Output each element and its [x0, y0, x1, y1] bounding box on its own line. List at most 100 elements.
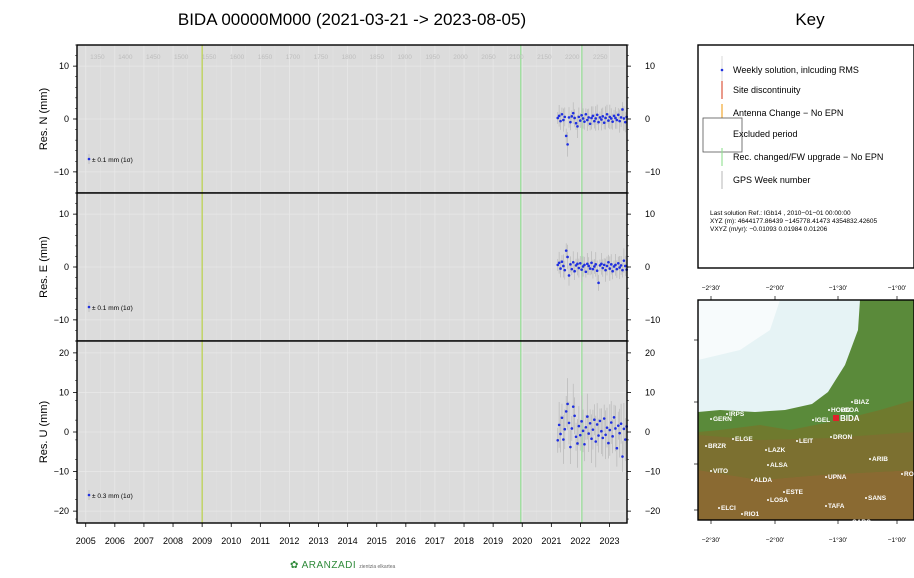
- data-point: [566, 402, 569, 406]
- y-tick-label-right: 10: [645, 209, 655, 219]
- x-tick-label: 2021: [541, 536, 561, 546]
- map-station-label: GOA: [844, 407, 859, 414]
- map-station-marker: [851, 401, 853, 403]
- map-lon-label-top: −2°30': [702, 284, 720, 292]
- data-point: [578, 262, 582, 265]
- y-tick-label: 0: [64, 262, 69, 272]
- data-point: [609, 421, 613, 424]
- data-point: [562, 264, 565, 268]
- data-point: [563, 268, 567, 272]
- data-point: [597, 281, 600, 285]
- data-point: [560, 416, 564, 420]
- data-point: [557, 423, 561, 427]
- map-station-marker: [751, 479, 753, 481]
- x-tick-label: 2015: [367, 536, 387, 546]
- data-point: [621, 268, 624, 272]
- scale-point: [87, 493, 91, 497]
- scale-note: ± 0.1 mm (1σ): [92, 157, 133, 164]
- data-point: [566, 143, 569, 146]
- data-point: [584, 270, 588, 274]
- y-tick-label-right: 10: [645, 387, 655, 397]
- data-point: [602, 417, 606, 420]
- data-point: [563, 427, 567, 431]
- map-station-label: SANS: [868, 495, 887, 502]
- data-point: [559, 119, 562, 123]
- data-point: [604, 268, 607, 272]
- map-station-marker: [726, 413, 728, 415]
- x-tick-label: 2008: [163, 536, 183, 546]
- data-point: [609, 117, 613, 120]
- map-station-marker: [767, 499, 769, 501]
- data-point: [556, 439, 560, 442]
- key-title: Key: [795, 10, 825, 29]
- data-point: [612, 416, 616, 419]
- y-axis-label: Res. U (mm): [38, 401, 50, 463]
- map-station-marker: [710, 418, 712, 420]
- data-point: [578, 119, 582, 122]
- map-station-marker: [869, 458, 871, 460]
- data-point: [571, 260, 575, 264]
- map-station-marker: [765, 449, 767, 451]
- map-station-label: BRZR: [708, 443, 726, 450]
- data-point: [621, 108, 624, 111]
- data-point: [576, 442, 579, 445]
- data-point: [605, 426, 609, 429]
- x-tick-label: 2022: [570, 536, 590, 546]
- map-frame: [697, 299, 914, 521]
- data-point: [590, 261, 593, 265]
- data-point: [595, 269, 599, 273]
- data-point: [574, 435, 578, 439]
- data-point: [616, 424, 620, 427]
- data-point: [600, 118, 603, 121]
- y-tick-label: −10: [54, 315, 69, 325]
- data-point: [567, 274, 571, 277]
- data-point: [598, 116, 602, 119]
- data-point: [618, 431, 621, 435]
- map-station-label: HOBO: [831, 407, 851, 414]
- key-excluded-swatch: [702, 117, 743, 153]
- gps-week-label: 2250: [593, 54, 608, 61]
- data-point: [573, 269, 576, 273]
- x-tick-label: 2011: [251, 536, 270, 546]
- data-point: [597, 120, 600, 124]
- data-point: [611, 435, 614, 438]
- data-point: [573, 116, 576, 120]
- data-point: [584, 112, 588, 116]
- data-point: [597, 434, 600, 437]
- data-point: [608, 428, 612, 432]
- map-site-marker: [833, 415, 839, 421]
- map-station-marker: [718, 507, 720, 509]
- data-point: [564, 134, 568, 138]
- map-station-label: LAZK: [768, 447, 786, 454]
- gps-week-label: 1600: [230, 54, 245, 61]
- data-point: [556, 116, 560, 120]
- y-tick-label-right: −10: [645, 315, 660, 325]
- gps-week-label: 1850: [370, 54, 385, 61]
- data-point: [622, 117, 626, 120]
- data-point: [590, 116, 593, 120]
- data-point: [571, 405, 575, 408]
- y-tick-label: −10: [54, 467, 69, 477]
- x-tick-label: 2010: [221, 536, 241, 546]
- x-tick-label: 2020: [512, 536, 532, 546]
- y-tick-label-right: −20: [645, 506, 660, 516]
- map-station-label: RIO1: [744, 511, 760, 518]
- data-point: [570, 115, 574, 118]
- data-point: [619, 264, 623, 267]
- map-station-label: ESTE: [786, 489, 804, 496]
- map-station-marker: [849, 521, 851, 523]
- y-tick-label: 0: [64, 114, 69, 124]
- y-tick-label-right: 0: [645, 427, 650, 437]
- data-point: [593, 265, 596, 268]
- map-station-label: IRPS: [729, 411, 745, 418]
- aranzadi-logo: ✿ ARANZADI zientzia elkartea: [290, 560, 395, 571]
- data-point: [557, 261, 561, 265]
- key-item-label: Excluded period: [733, 129, 798, 139]
- data-point: [595, 113, 599, 117]
- map-station-label: TAFA: [828, 503, 845, 510]
- map-station-marker: [825, 476, 827, 478]
- gps-week-label: 1750: [314, 54, 329, 61]
- key-box: [697, 44, 914, 269]
- map-station-marker: [812, 419, 814, 421]
